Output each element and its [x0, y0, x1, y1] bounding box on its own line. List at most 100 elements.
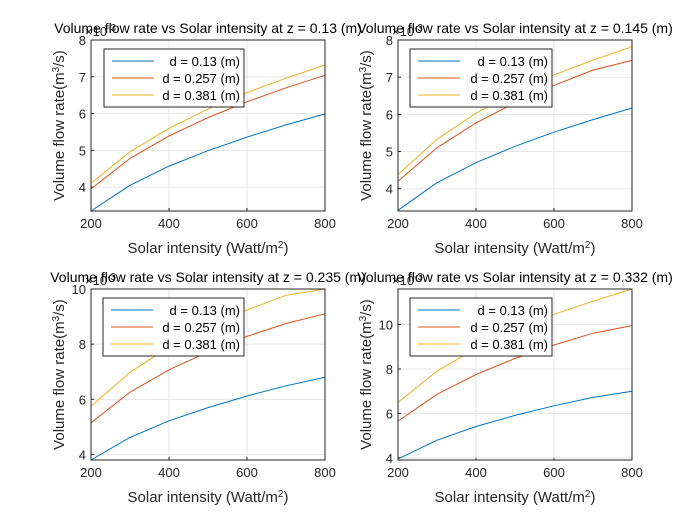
y-tick-label: 6 — [386, 107, 393, 122]
legend-entry: d = 0.257 (m) — [470, 320, 548, 335]
y-tick-label: 4 — [79, 447, 86, 462]
exponent-label: ×10-3 — [392, 23, 423, 40]
x-tick-label: 600 — [236, 216, 258, 231]
exponent-label-sup: -3 — [107, 272, 116, 283]
exponent-label-part: ×10 — [392, 24, 414, 39]
y-axis-label-part: /s) — [51, 50, 68, 67]
y-tick-label: 8 — [386, 362, 393, 377]
x-axis-label-part: Solar intensity (Watt/m — [435, 240, 585, 257]
y-tick-label: 5 — [79, 143, 86, 158]
exponent-label-sup: -3 — [414, 23, 423, 34]
y-tick-label: 5 — [386, 145, 393, 160]
x-axis-label-part: ) — [283, 489, 288, 506]
x-tick-label: 800 — [314, 465, 336, 480]
y-axis-label: Volume flow rate(m3/s) — [51, 299, 69, 450]
y-axis-label-sup: 3 — [358, 66, 369, 72]
x-axis-label: Solar intensity (Watt/m2) — [128, 489, 289, 507]
x-axis-label: Solar intensity (Watt/m2) — [435, 240, 596, 258]
chart-title: Volume flow rate vs Solar intensity at z… — [54, 20, 362, 36]
legend-entry: d = 0.13 (m) — [478, 54, 548, 69]
x-tick-label: 800 — [314, 216, 336, 231]
x-axis-label-part: ) — [590, 489, 595, 506]
y-tick-label: 7 — [79, 70, 86, 85]
x-tick-label: 400 — [465, 216, 487, 231]
x-axis-label: Solar intensity (Watt/m2) — [435, 489, 596, 507]
x-tick-label: 400 — [158, 216, 180, 231]
y-axis-label-part: Volume flow rate(m — [358, 321, 375, 449]
chart-title: Volume flow rate vs Solar intensity at z… — [357, 269, 673, 285]
x-axis-label-part: Solar intensity (Watt/m — [128, 489, 278, 506]
exponent-label: ×10-3 — [392, 272, 423, 289]
exponent-label-part: ×10 — [85, 273, 107, 288]
legend-entry: d = 0.13 (m) — [170, 303, 240, 318]
y-tick-label: 6 — [79, 392, 86, 407]
y-tick-label: 6 — [386, 406, 393, 421]
legend-entry: d = 0.381 (m) — [162, 337, 240, 352]
exponent-label-part: ×10 — [85, 24, 107, 39]
y-axis-label-part: Volume flow rate(m — [358, 72, 375, 200]
y-tick-label: 10 — [379, 318, 393, 333]
axes-box — [90, 288, 326, 461]
x-tick-label: 400 — [465, 465, 487, 480]
exponent-label: ×10-3 — [85, 23, 116, 40]
x-axis-label-part: ) — [283, 240, 288, 257]
chart-title: Volume flow rate vs Solar intensity at z… — [357, 20, 673, 36]
x-tick-label: 600 — [543, 216, 565, 231]
x-axis-label-sup: 2 — [585, 489, 591, 500]
y-axis-label-sup: 3 — [358, 315, 369, 321]
y-tick-label: 10 — [72, 282, 86, 297]
x-tick-label: 200 — [387, 216, 409, 231]
y-axis-label-sup: 3 — [51, 315, 62, 321]
series-line-2 — [90, 74, 326, 190]
y-axis-label-part: /s) — [51, 299, 68, 316]
legend: d = 0.13 (m) d = 0.257 (m) d = 0.381 (m) — [409, 297, 553, 357]
x-tick-label: 600 — [543, 465, 565, 480]
x-tick-label: 800 — [621, 465, 643, 480]
x-axis-label-sup: 2 — [585, 240, 591, 251]
legend: d = 0.13 (m) d = 0.257 (m) d = 0.381 (m) — [103, 48, 245, 108]
chart-title: Volume flow rate vs Solar intensity at z… — [50, 269, 366, 285]
exponent-label: ×10-3 — [85, 272, 116, 289]
x-axis-label-part: ) — [590, 240, 595, 257]
y-tick-label: 4 — [386, 451, 393, 466]
x-axis-label-sup: 2 — [278, 489, 284, 500]
series-line-1 — [90, 376, 326, 461]
y-axis-label: Volume flow rate(m3/s) — [51, 50, 69, 201]
y-axis-label-part: Volume flow rate(m — [51, 72, 68, 200]
x-tick-label: 600 — [236, 465, 258, 480]
legend-entry: d = 0.257 (m) — [470, 71, 548, 86]
exponent-label-sup: -3 — [107, 23, 116, 34]
legend-entry: d = 0.381 (m) — [470, 337, 548, 352]
y-tick-label: 7 — [386, 70, 393, 85]
y-axis-label: Volume flow rate(m3/s) — [358, 50, 376, 201]
axes-box — [397, 39, 633, 212]
legend-entry: d = 0.13 (m) — [170, 54, 240, 69]
y-tick-label: 8 — [79, 337, 86, 352]
exponent-label-part: ×10 — [392, 273, 414, 288]
x-axis-label-part: Solar intensity (Watt/m — [128, 240, 278, 257]
legend: d = 0.13 (m) d = 0.257 (m) d = 0.381 (m) — [409, 48, 553, 108]
y-axis-label-part: /s) — [358, 299, 375, 316]
y-tick-label: 8 — [386, 33, 393, 48]
x-tick-label: 800 — [621, 216, 643, 231]
x-tick-label: 200 — [80, 216, 102, 231]
legend-entry: d = 0.381 (m) — [470, 88, 548, 103]
y-tick-label: 6 — [79, 107, 86, 122]
series-line-1 — [90, 113, 326, 212]
x-axis-label-sup: 2 — [278, 240, 284, 251]
legend-entry: d = 0.13 (m) — [478, 303, 548, 318]
y-axis-label-part: Volume flow rate(m — [51, 321, 68, 449]
axes-box — [397, 288, 633, 461]
series-line-1 — [397, 107, 633, 211]
legend-entry: d = 0.257 (m) — [162, 71, 240, 86]
legend-entry: d = 0.257 (m) — [162, 320, 240, 335]
y-axis-label-part: /s) — [358, 50, 375, 67]
axes-box — [90, 39, 326, 212]
legend-entry: d = 0.381 (m) — [162, 88, 240, 103]
y-axis-label-sup: 3 — [51, 66, 62, 72]
x-tick-label: 200 — [80, 465, 102, 480]
